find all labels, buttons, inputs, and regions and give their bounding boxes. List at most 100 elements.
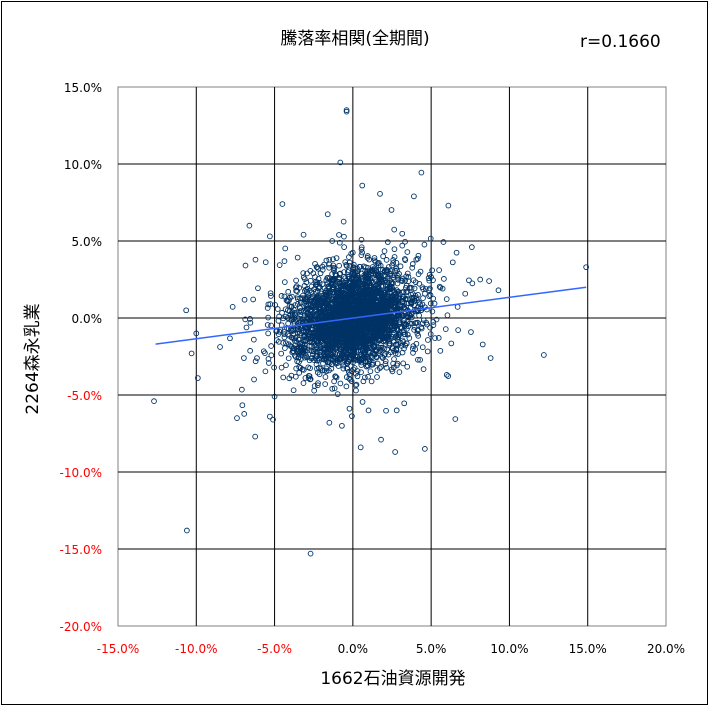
- data-point: [376, 304, 383, 311]
- data-point: [356, 322, 362, 329]
- data-point: [445, 373, 452, 379]
- data-point: [331, 284, 337, 291]
- data-point: [329, 289, 336, 296]
- data-point: [381, 334, 388, 341]
- data-point: [408, 311, 415, 318]
- data-point: [398, 343, 405, 349]
- data-point: [468, 329, 474, 335]
- data-point: [273, 328, 280, 335]
- data-point: [420, 295, 426, 301]
- data-point: [393, 347, 400, 354]
- data-point: [479, 341, 486, 348]
- data-point: [326, 256, 333, 263]
- data-point: [239, 402, 246, 409]
- data-point: [268, 322, 274, 329]
- x-tick-label: -10.0%: [175, 642, 217, 656]
- y-tick-label: 0.0%: [72, 312, 103, 326]
- chart-title: 騰落率相関(全期間): [280, 29, 429, 49]
- data-point: [386, 330, 393, 337]
- data-point: [242, 262, 249, 269]
- data-point: [329, 321, 336, 328]
- data-point: [376, 290, 383, 297]
- data-point: [292, 310, 298, 316]
- data-point: [329, 328, 336, 334]
- data-point: [329, 385, 336, 392]
- data-point: [268, 293, 274, 299]
- data-point: [349, 337, 356, 344]
- data-point: [344, 269, 351, 275]
- data-point: [378, 299, 385, 306]
- x-tick-labels: -15.0% -10.0% -5.0% 0.0% 5.0% 10.0% 15.0% 20.0%: [97, 642, 685, 656]
- data-point: [281, 328, 287, 335]
- data-point: [229, 304, 236, 310]
- data-point: [335, 339, 342, 346]
- data-point: [349, 249, 356, 256]
- data-point: [305, 294, 311, 301]
- data-point: [280, 374, 287, 381]
- data-point: [487, 355, 494, 361]
- data-point: [368, 278, 374, 285]
- data-point: [495, 287, 502, 294]
- data-point: [336, 276, 343, 283]
- data-point: [372, 258, 379, 265]
- data-point: [321, 367, 328, 374]
- data-point: [329, 353, 336, 360]
- data-point: [310, 303, 316, 310]
- data-point: [282, 313, 289, 320]
- data-point: [358, 236, 365, 243]
- data-point: [393, 265, 400, 272]
- data-point: [375, 328, 381, 335]
- data-point: [462, 290, 469, 297]
- data-point: [437, 347, 444, 354]
- data-point: [227, 335, 233, 342]
- data-point: [251, 336, 257, 343]
- data-point: [394, 326, 401, 333]
- data-point: [393, 303, 399, 310]
- data-point: [311, 383, 318, 389]
- data-point: [400, 360, 407, 367]
- data-point: [357, 444, 364, 451]
- data-point: [448, 340, 455, 347]
- data-point: [330, 264, 337, 271]
- data-point: [241, 296, 248, 303]
- data-point: [440, 239, 447, 245]
- data-point: [336, 262, 342, 269]
- data-point: [411, 327, 417, 333]
- data-point: [429, 267, 436, 274]
- data-point: [332, 271, 339, 277]
- data-point: [294, 254, 301, 261]
- data-point: [427, 235, 434, 242]
- data-point: [281, 334, 288, 341]
- data-point: [304, 336, 310, 343]
- data-point: [392, 294, 399, 300]
- data-point: [413, 340, 420, 347]
- data-point: [411, 285, 418, 292]
- data-point: [338, 356, 344, 362]
- data-point: [315, 309, 321, 316]
- data-point: [357, 290, 364, 297]
- data-point: [297, 311, 304, 318]
- data-point: [271, 364, 277, 371]
- data-point: [415, 291, 421, 298]
- data-point: [304, 285, 311, 292]
- data-point: [300, 347, 306, 354]
- data-point: [418, 169, 425, 176]
- data-point: [371, 255, 378, 261]
- data-point: [278, 364, 285, 371]
- data-point: [183, 307, 190, 314]
- data-point: [281, 279, 288, 285]
- data-point: [405, 278, 412, 285]
- data-point: [469, 280, 476, 287]
- data-point: [352, 342, 359, 349]
- data-point: [247, 347, 253, 354]
- data-point: [412, 320, 419, 326]
- data-point: [402, 256, 408, 262]
- data-point: [363, 284, 369, 290]
- data-point: [360, 283, 367, 289]
- data-point: [338, 309, 345, 316]
- data-point: [415, 356, 421, 363]
- data-point: [267, 301, 274, 307]
- data-point: [381, 273, 388, 279]
- data-point: [388, 207, 395, 213]
- data-point: [332, 373, 339, 380]
